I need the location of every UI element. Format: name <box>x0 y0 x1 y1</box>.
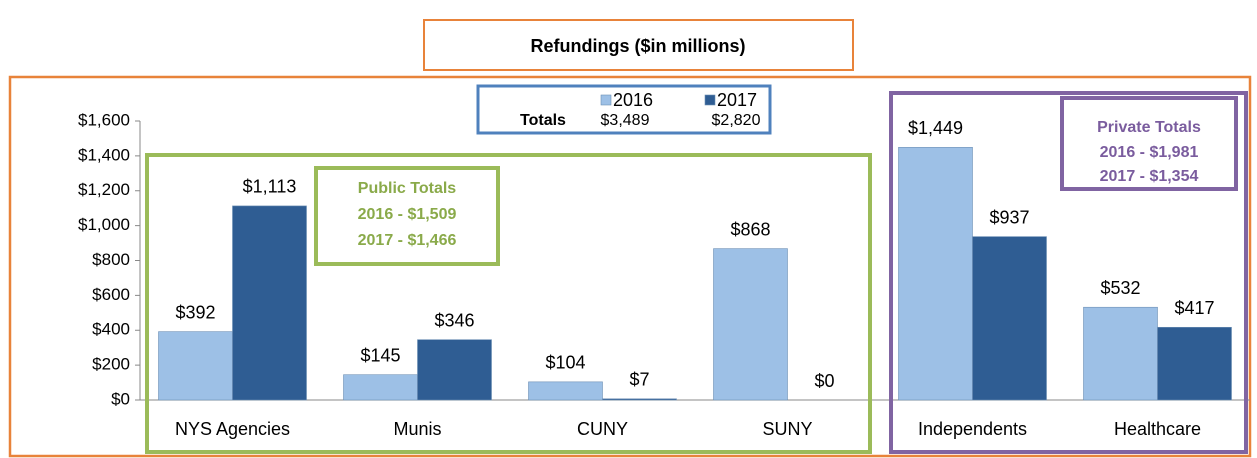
value-label: $0 <box>814 371 834 391</box>
legend-box <box>476 84 772 135</box>
value-label: $1,113 <box>243 177 297 197</box>
value-label: $392 <box>175 302 215 322</box>
public-title: Public Totals <box>358 180 456 197</box>
chart-title: Refundings ($in millions) <box>531 36 746 56</box>
bar <box>898 147 973 401</box>
bar <box>1083 306 1158 401</box>
bar <box>528 381 603 401</box>
private-totals-box <box>1060 96 1238 191</box>
bar <box>972 236 1047 401</box>
x-tick-label: Independents <box>918 419 1027 439</box>
legend-swatch <box>704 94 716 106</box>
value-label: $7 <box>629 370 649 390</box>
legend-label: 2016 <box>613 90 653 110</box>
private-box <box>889 91 1248 454</box>
total-2017: $2,820 <box>712 112 761 129</box>
value-label: $104 <box>545 353 585 373</box>
y-tick-label: $1,600 <box>78 110 130 129</box>
plot: $0 $200 $400 $600 $800 $1,000 $1,200 $1,400 $1,6… <box>78 110 1250 439</box>
value-label: $145 <box>360 345 400 365</box>
public-totals-box <box>314 166 500 266</box>
public-line: 2016 - $1,509 <box>358 206 457 223</box>
value-label: $868 <box>730 219 770 239</box>
y-tick-label: $1,200 <box>78 180 130 199</box>
y-tick-label: $600 <box>92 285 130 304</box>
value-label: $346 <box>434 310 474 330</box>
public-line: 2017 - $1,466 <box>358 232 457 249</box>
value-label: $532 <box>1100 278 1140 298</box>
bar <box>343 374 418 401</box>
bar <box>1157 326 1232 401</box>
value-label: $937 <box>989 207 1029 227</box>
value-label: $1,449 <box>908 118 963 138</box>
y-tick-label: $1,000 <box>78 215 130 234</box>
total-2016: $3,489 <box>601 112 650 129</box>
bar <box>232 205 307 401</box>
bar <box>158 331 233 401</box>
private-title: Private Totals <box>1097 119 1201 136</box>
private-line: 2016 - $1,981 <box>1100 144 1199 161</box>
x-tick-label: CUNY <box>577 419 628 439</box>
y-tick-label: $400 <box>92 320 130 339</box>
x-tick-label: SUNY <box>762 419 812 439</box>
x-tick-label: NYS Agencies <box>175 419 290 439</box>
bar <box>713 248 788 401</box>
y-tick-label: $1,400 <box>78 145 130 164</box>
outer-box <box>8 75 1252 458</box>
public-box <box>145 153 872 454</box>
x-tick-label: Healthcare <box>1114 419 1201 439</box>
y-tick-label: $200 <box>92 355 130 374</box>
x-tick-label: Munis <box>393 419 441 439</box>
bar <box>417 339 492 401</box>
legend-label: 2017 <box>717 90 757 110</box>
legend-swatch <box>600 94 612 106</box>
value-label: $417 <box>1174 298 1214 318</box>
bar <box>602 398 677 401</box>
totals-label: Totals <box>520 112 566 129</box>
y-tick-label: $800 <box>92 250 130 269</box>
title-box <box>423 19 854 71</box>
private-line: 2017 - $1,354 <box>1100 168 1199 185</box>
y-tick-label: $0 <box>111 389 130 408</box>
